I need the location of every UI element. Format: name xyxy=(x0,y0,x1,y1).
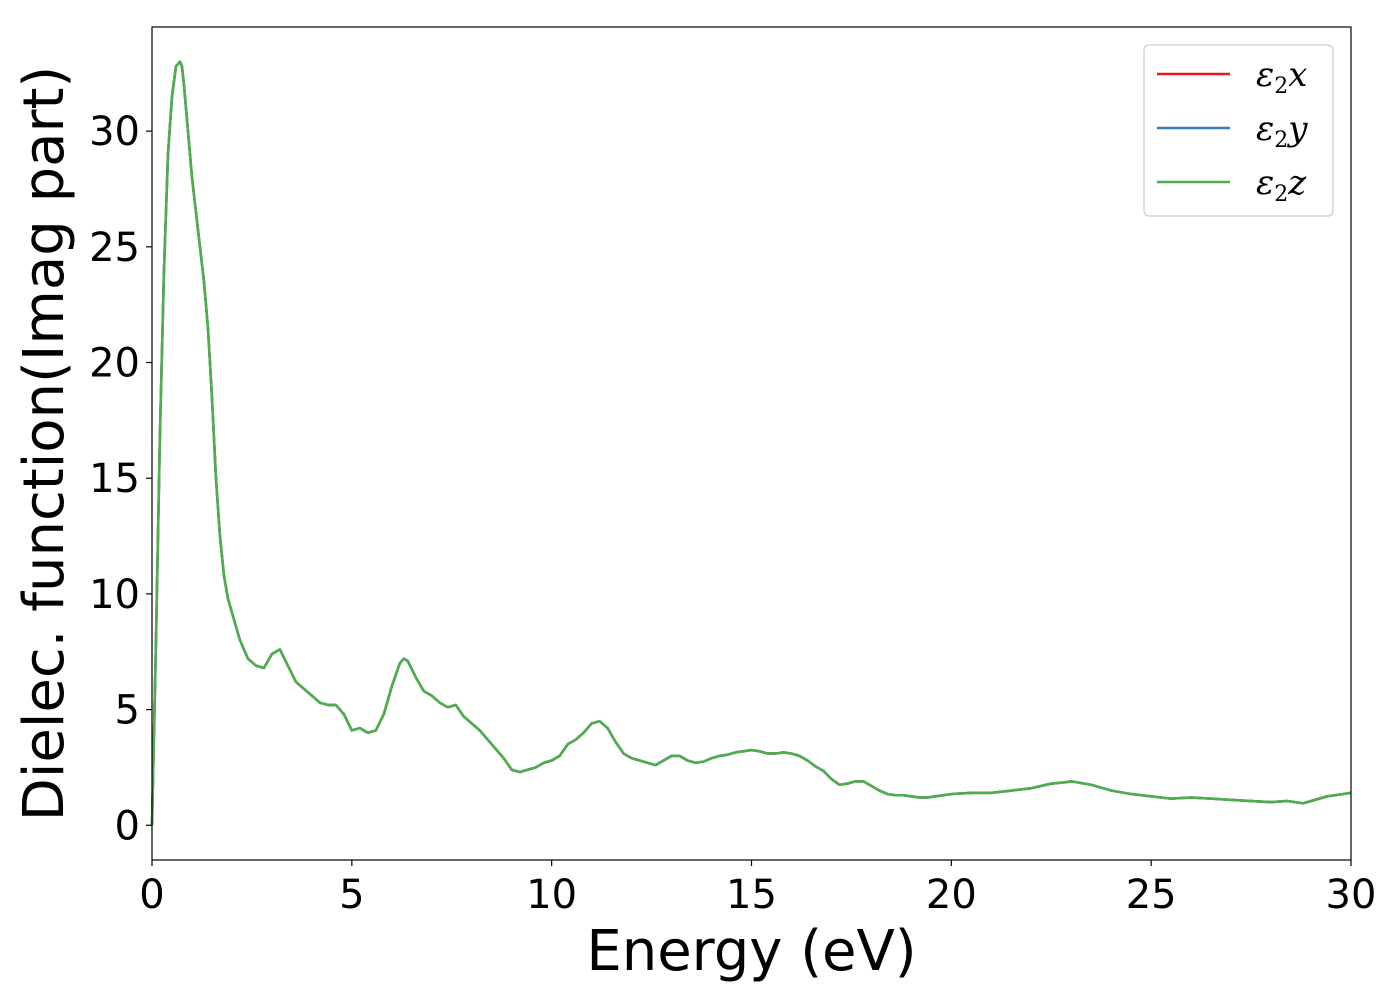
y-axis-label: Dielec. function(Imag part) xyxy=(12,66,77,822)
y-tick-label: 30 xyxy=(89,109,140,155)
legend-label-z: ε2z xyxy=(1256,163,1307,207)
x-tick-label: 30 xyxy=(1326,872,1377,918)
y-tick-label: 20 xyxy=(89,341,140,387)
x-tick-label: 25 xyxy=(1126,872,1177,918)
y-tick-label: 25 xyxy=(89,225,140,271)
x-tick-label: 5 xyxy=(339,872,364,918)
legend: ε2x ε2y ε2z xyxy=(1143,44,1334,217)
x-axis-label: Energy (eV) xyxy=(586,919,916,984)
series-line-z xyxy=(150,60,1352,826)
plot-lines xyxy=(150,60,1352,826)
legend-label-y: ε2y xyxy=(1256,109,1308,153)
x-tick-label: 0 xyxy=(139,872,164,918)
legend-box xyxy=(1143,44,1334,217)
x-tick-label: 20 xyxy=(926,872,977,918)
y-tick-label: 10 xyxy=(89,572,140,618)
legend-label-x: ε2x xyxy=(1256,55,1307,99)
y-tick-label: 5 xyxy=(115,688,140,734)
y-tick-label: 15 xyxy=(89,456,140,502)
x-tick-label: 10 xyxy=(526,872,577,918)
x-tick-label: 15 xyxy=(726,872,777,918)
x-axis-ticks: 0 5 10 15 20 25 30 xyxy=(139,860,1376,918)
y-tick-label: 0 xyxy=(115,803,140,849)
y-axis-ticks: 0 5 10 15 20 25 30 xyxy=(89,109,152,849)
